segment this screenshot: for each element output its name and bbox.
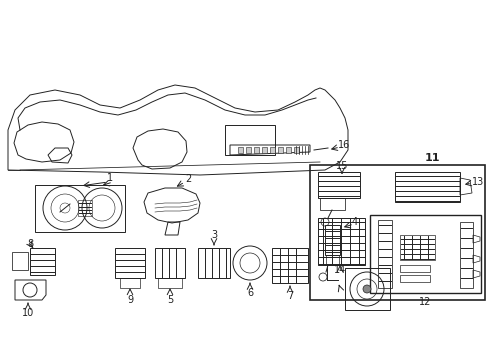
Polygon shape <box>269 147 274 153</box>
Polygon shape <box>238 147 243 153</box>
Text: 1: 1 <box>107 173 113 183</box>
Circle shape <box>362 285 370 293</box>
Text: 3: 3 <box>210 230 217 240</box>
Text: 7: 7 <box>286 291 292 301</box>
Text: 16: 16 <box>337 140 349 150</box>
Polygon shape <box>253 147 259 153</box>
Polygon shape <box>278 147 283 153</box>
Text: 5: 5 <box>166 295 173 305</box>
Text: 10: 10 <box>22 308 34 318</box>
Text: 15: 15 <box>335 161 347 171</box>
Text: 9: 9 <box>127 295 133 305</box>
Text: 8: 8 <box>27 239 33 249</box>
Text: 2: 2 <box>184 174 191 184</box>
Text: 14: 14 <box>333 265 346 275</box>
Text: 13: 13 <box>471 177 483 187</box>
Polygon shape <box>245 147 250 153</box>
Text: 11: 11 <box>424 153 439 163</box>
Polygon shape <box>293 147 298 153</box>
Text: 12: 12 <box>418 297 430 307</box>
Polygon shape <box>262 147 266 153</box>
Text: 4: 4 <box>351 217 357 227</box>
Text: 6: 6 <box>246 288 253 298</box>
Polygon shape <box>285 147 290 153</box>
